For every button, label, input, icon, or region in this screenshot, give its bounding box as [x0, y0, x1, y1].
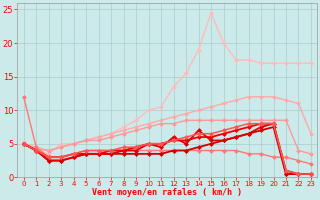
X-axis label: Vent moyen/en rafales ( km/h ): Vent moyen/en rafales ( km/h ) [92, 188, 242, 197]
